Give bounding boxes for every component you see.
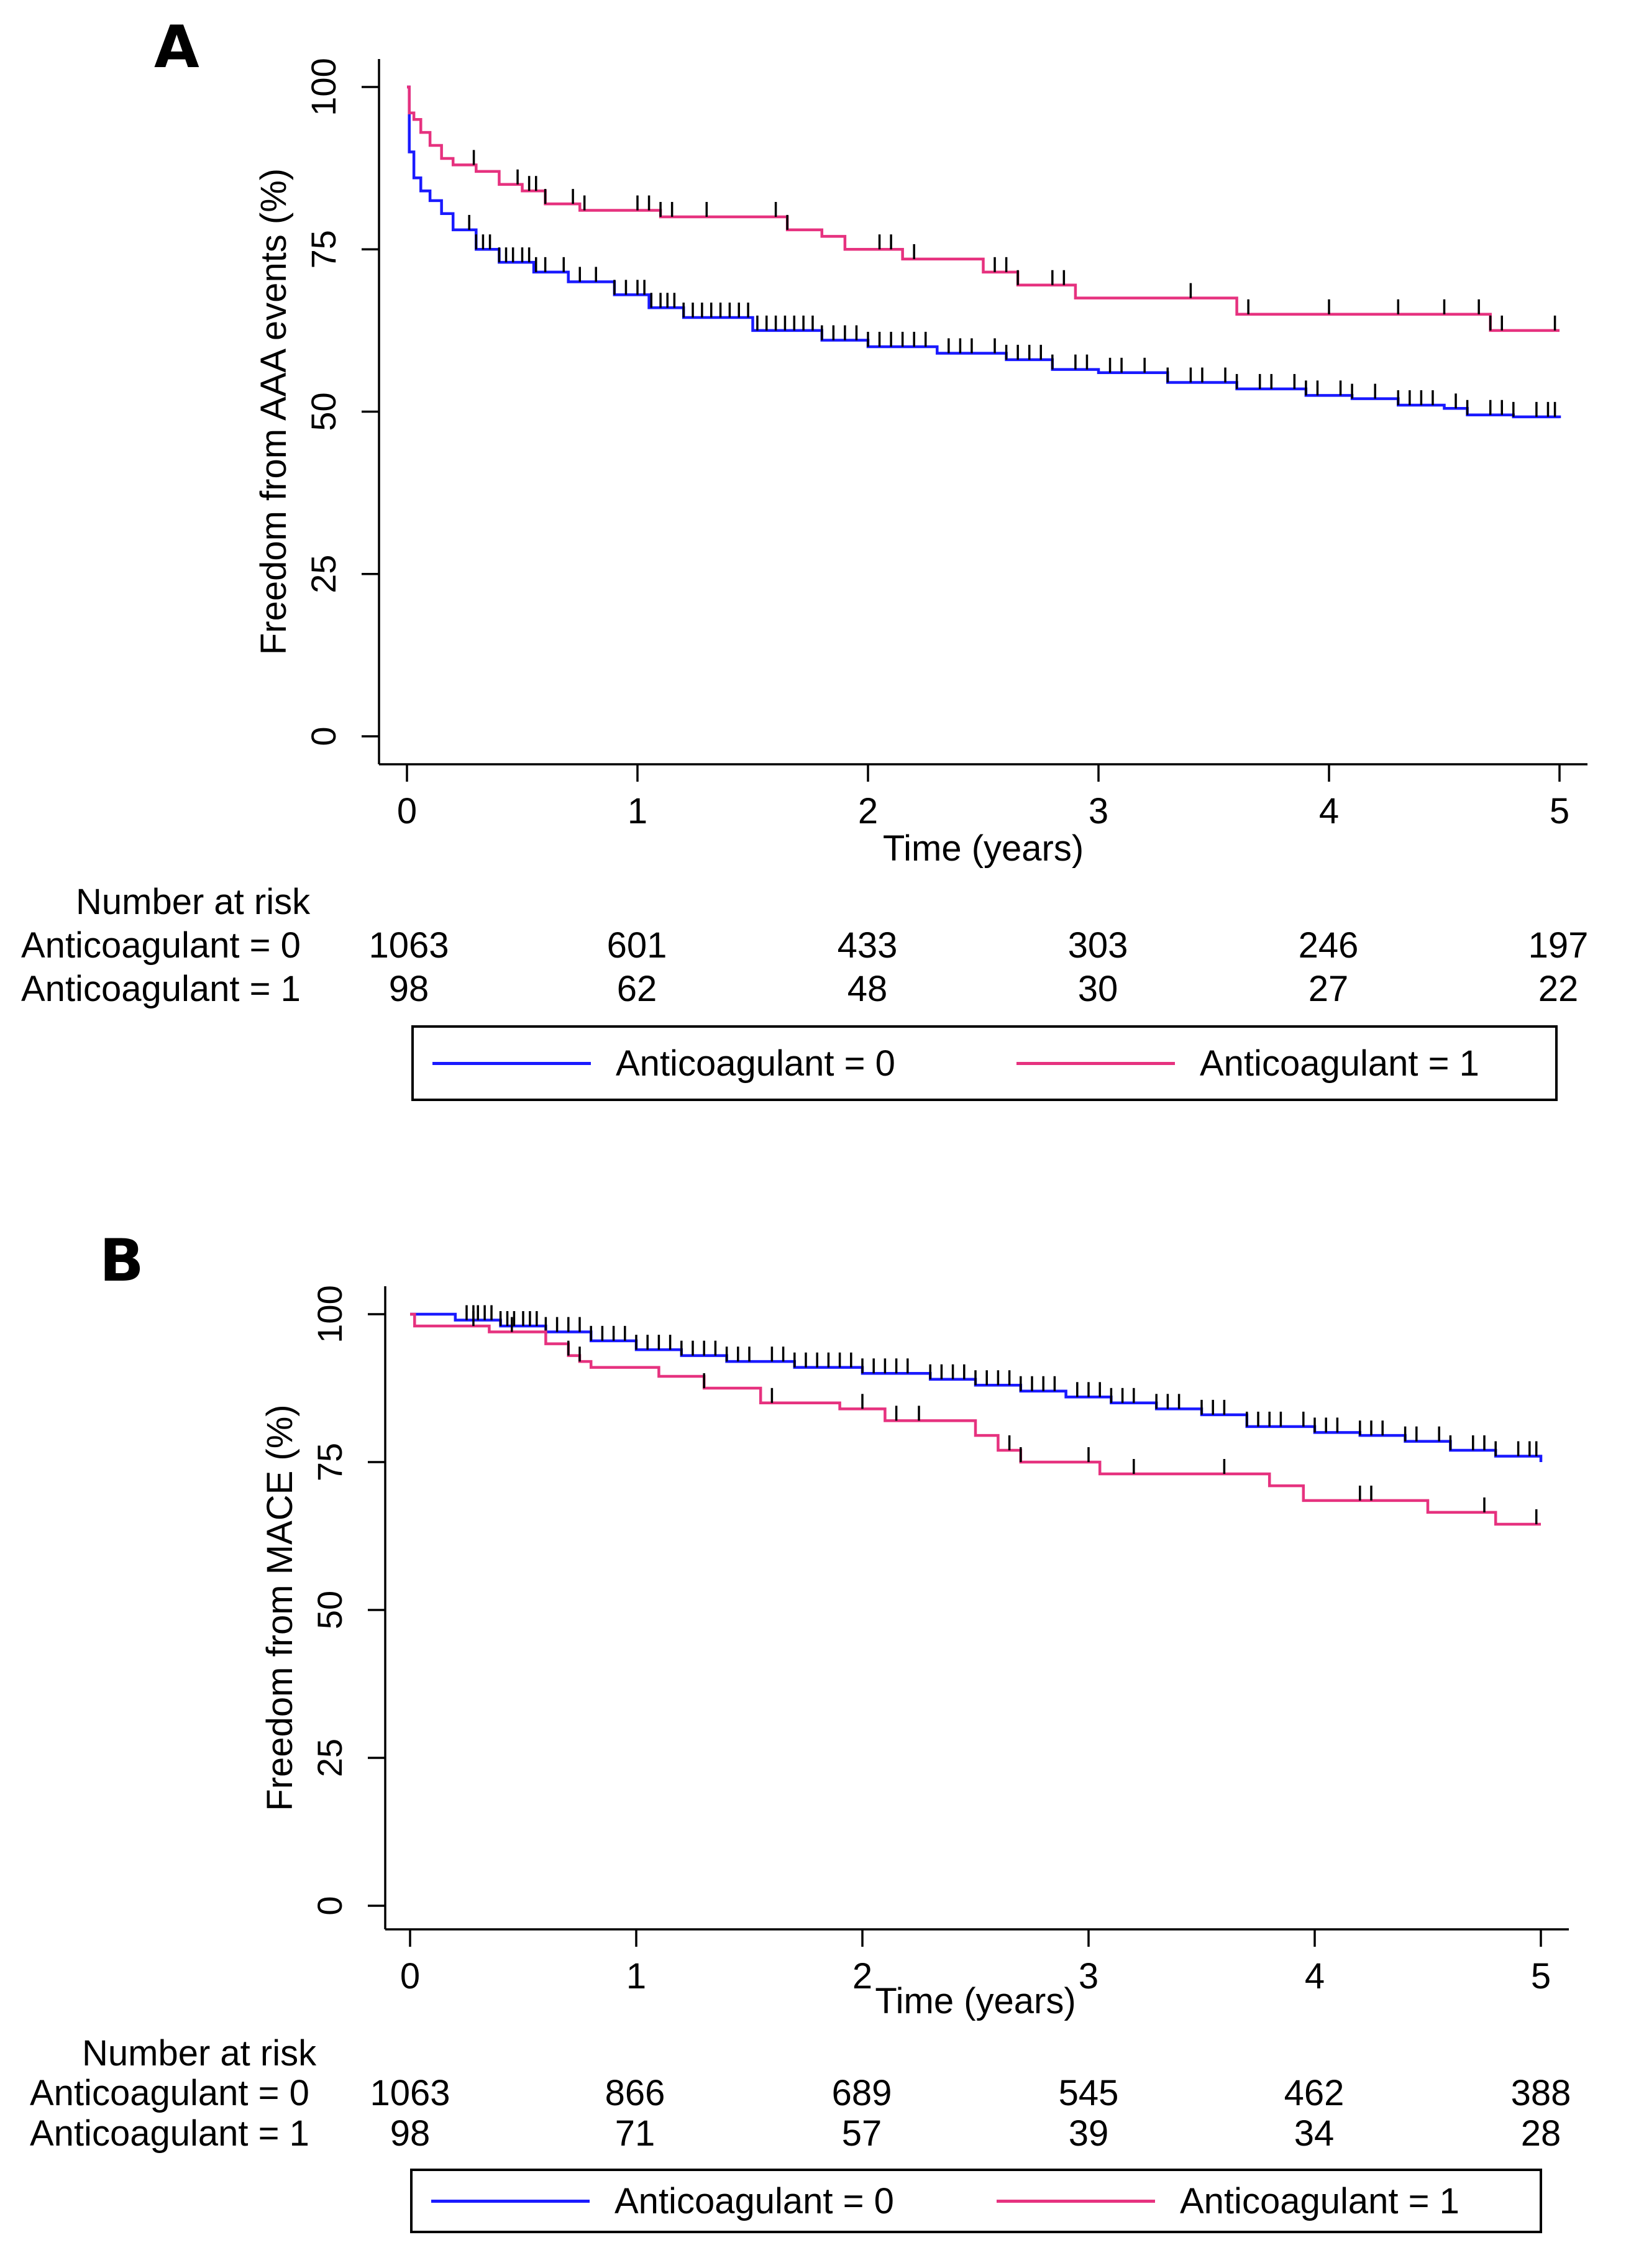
risk-value: 388 <box>1510 2073 1571 2113</box>
risk-value: 866 <box>605 2073 665 2113</box>
panel-a: A 0 25 50 75 100 0 1 2 3 4 5 Freedom from AAA event… <box>21 14 1589 1101</box>
risk-value: 27 <box>1308 969 1349 1009</box>
y-tick-label: 100 <box>304 58 343 116</box>
risk-value: 601 <box>606 925 667 966</box>
x-tick-label: 0 <box>400 1956 420 1996</box>
risk-row-label-1: Anticoagulant = 1 <box>21 969 301 1009</box>
risk-table-title: Number at risk <box>76 882 311 922</box>
legend-swatch <box>431 2199 590 2203</box>
risk-value: 462 <box>1284 2073 1345 2113</box>
risk-value: 1063 <box>370 2073 450 2113</box>
y-tick-label: 0 <box>310 1896 349 1915</box>
risk-value: 30 <box>1077 969 1118 1009</box>
survival-curve-0 <box>410 1312 1543 1462</box>
x-tick-label: 2 <box>858 791 878 831</box>
y-tick-label: 100 <box>310 1285 349 1343</box>
legend-swatch <box>432 1061 591 1065</box>
y-tick-label: 25 <box>310 1739 349 1777</box>
x-tick-label: 0 <box>397 791 417 831</box>
risk-value: 22 <box>1538 969 1579 1009</box>
legend-item-1: Anticoagulant = 1 <box>1016 1028 1479 1099</box>
legend-label: Anticoagulant = 1 <box>1180 2180 1459 2221</box>
y-axis-title: Freedom from MACE (%) <box>260 1404 300 1811</box>
risk-table-title: Number at risk <box>82 2033 317 2074</box>
risk-value: 303 <box>1067 925 1128 966</box>
risk-value: 48 <box>847 969 888 1009</box>
legend-label: Anticoagulant = 0 <box>616 1043 895 1084</box>
risk-value: 433 <box>837 925 898 966</box>
x-tick-label: 3 <box>1089 791 1108 831</box>
risk-row-label-1: Anticoagulant = 1 <box>30 2113 309 2154</box>
risk-value: 545 <box>1058 2073 1119 2113</box>
y-tick-label: 75 <box>310 1443 349 1481</box>
risk-row-label-0: Anticoagulant = 0 <box>30 2073 309 2113</box>
risk-value: 1063 <box>368 925 449 966</box>
risk-value: 62 <box>616 969 657 1009</box>
survival-curve-1 <box>407 85 1560 332</box>
x-tick-label: 4 <box>1319 791 1339 831</box>
risk-value: 39 <box>1068 2113 1109 2154</box>
y-tick-label: 50 <box>310 1591 349 1629</box>
x-tick-label: 3 <box>1079 1956 1098 1996</box>
risk-value: 246 <box>1298 925 1359 966</box>
risk-value: 28 <box>1520 2113 1561 2154</box>
risk-value: 689 <box>831 2073 892 2113</box>
risk-row-label-0: Anticoagulant = 0 <box>21 925 301 966</box>
risk-value: 57 <box>841 2113 882 2154</box>
x-tick-label: 5 <box>1531 1956 1551 1996</box>
km-chart-b: 0 25 50 75 100 0 1 2 3 4 5 Freedom from MACE (%) Tim… <box>260 1285 1569 2021</box>
legend-item-0: Anticoagulant = 0 <box>431 2171 894 2231</box>
x-tick-label: 4 <box>1305 1956 1325 1996</box>
panel-label: B <box>99 1227 144 1295</box>
km-chart-a: 0 25 50 75 100 0 1 2 3 4 5 Freedom from AAA events … <box>253 58 1587 869</box>
x-tick-label: 2 <box>852 1956 872 1996</box>
risk-value: 71 <box>614 2113 655 2154</box>
legend: Anticoagulant = 0 Anticoagulant = 1 <box>411 1025 1558 1101</box>
legend: Anticoagulant = 0 Anticoagulant = 1 <box>410 2169 1542 2233</box>
x-axis-title: Time (years) <box>875 1981 1076 2021</box>
x-axis-title: Time (years) <box>883 828 1084 869</box>
legend-swatch <box>997 2199 1155 2203</box>
legend-item-0: Anticoagulant = 0 <box>432 1028 895 1099</box>
risk-value: 98 <box>390 2113 431 2154</box>
survival-curve-0 <box>407 85 1561 419</box>
legend-swatch <box>1016 1061 1175 1065</box>
panel-b: B 0 25 50 75 100 0 1 2 3 4 5 Freedom from MACE (%) T… <box>0 1134 1626 2268</box>
survival-curve-1 <box>410 1312 1541 1526</box>
y-axis-title: Freedom from AAA events (%) <box>253 168 294 655</box>
y-tick-label: 25 <box>304 555 343 593</box>
x-tick-label: 1 <box>628 791 647 831</box>
risk-value: 197 <box>1528 925 1589 966</box>
panel-label: A <box>154 14 199 81</box>
legend-label: Anticoagulant = 0 <box>614 2180 894 2221</box>
y-tick-label: 50 <box>304 392 343 431</box>
y-tick-label: 0 <box>304 726 343 746</box>
legend-item-1: Anticoagulant = 1 <box>997 2171 1459 2231</box>
legend-label: Anticoagulant = 1 <box>1200 1043 1479 1084</box>
y-tick-label: 75 <box>304 230 343 268</box>
x-tick-label: 5 <box>1550 791 1569 831</box>
x-tick-label: 1 <box>626 1956 646 1996</box>
risk-value: 34 <box>1294 2113 1335 2154</box>
risk-value: 98 <box>388 969 429 1009</box>
